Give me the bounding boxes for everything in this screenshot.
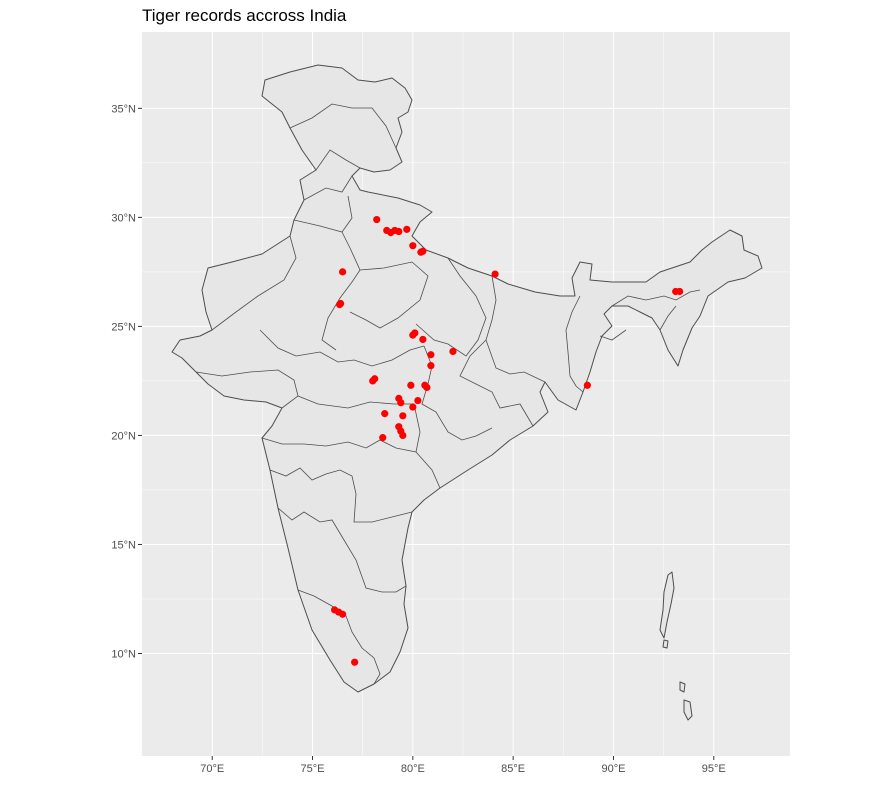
tiger-record-point [381,410,389,418]
tiger-record-point [373,215,381,224]
y-tick-label: 35°N [111,103,136,115]
tiger-record-point [423,383,431,392]
tiger-record-point [449,347,457,356]
tiger-record-point [419,335,427,344]
tiger-record-point [409,403,417,411]
tiger-record-point [414,396,422,405]
y-tick-label: 10°N [111,649,136,661]
x-tick-label: 90°E [601,763,625,775]
x-tick-label: 95°E [702,763,726,775]
tiger-record-point [583,381,591,389]
tiger-record-point [407,381,415,389]
tiger-record-point [411,329,419,337]
india-mainland-outline [171,64,763,693]
tiger-record-point [399,431,407,440]
chart-title: Tiger records accross India [142,6,347,25]
nicobar-islands [679,681,693,721]
tiger-record-point [371,375,379,383]
tiger-record-point [419,247,427,255]
tiger-record-point [395,227,403,236]
x-tick-label: 80°E [401,763,425,775]
y-tick-label: 30°N [111,212,136,224]
y-axis: 10°N 15°N 20°N 25°N 30°N 35°N [111,103,142,661]
tiger-record-point [403,225,411,233]
x-axis: 70°E 75°E 80°E 85°E 90°E 95°E [200,756,726,775]
x-tick-label: 85°E [501,763,525,775]
andaman-islands-south [662,639,669,649]
tiger-record-point [351,658,359,666]
tiger-record-point [339,610,347,618]
tiger-record-point [379,434,387,442]
state-borders [195,103,701,685]
tiger-record-point [676,287,684,296]
x-tick-label: 75°E [301,763,325,775]
tiger-record-point [427,362,435,370]
tiger-record-point [409,242,417,250]
tiger-record-point [491,270,499,278]
tiger-record-point [337,299,345,308]
andaman-islands [659,571,675,639]
y-tick-label: 15°N [111,539,136,551]
tiger-record-point [399,412,407,420]
tiger-record-points [330,215,684,666]
tiger-record-point [427,351,435,359]
india-map [171,64,763,721]
tiger-record-point [339,268,347,276]
y-tick-label: 25°N [111,321,136,333]
x-tick-label: 70°E [200,763,224,775]
y-tick-label: 20°N [111,430,136,442]
tiger-record-point [397,399,405,407]
